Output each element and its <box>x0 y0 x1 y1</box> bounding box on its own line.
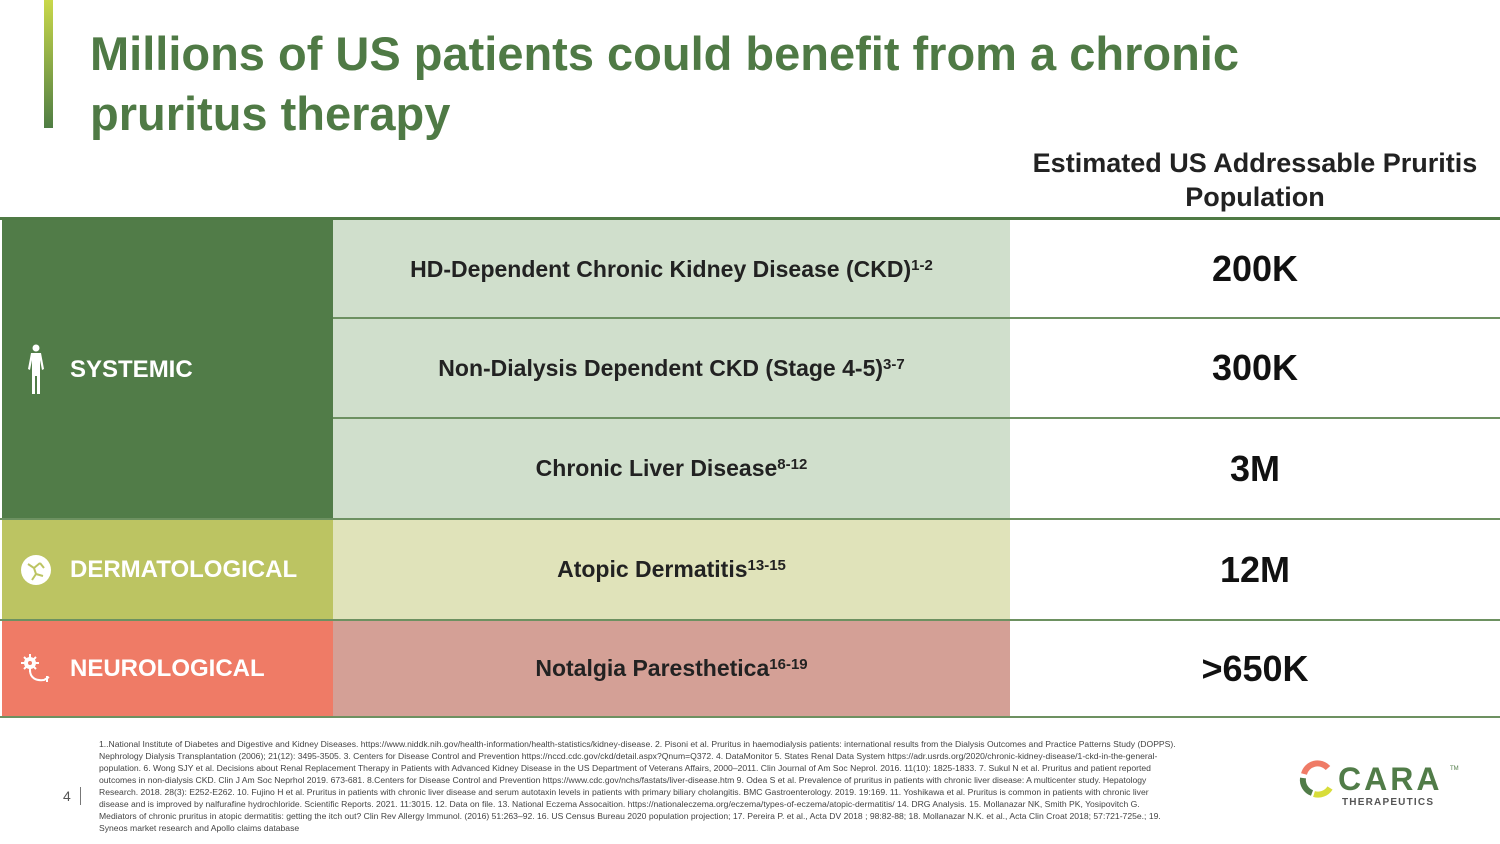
footnote-line: 1..National Institute of Diabetes and Di… <box>99 739 1176 749</box>
category-label: NEUROLOGICAL <box>70 654 265 682</box>
footnote-line: Nephrology Dialysis Transplantation (200… <box>99 751 1158 761</box>
cara-logo: CARA TM THERAPEUTICS <box>1298 760 1468 810</box>
row-divider <box>333 317 1500 319</box>
row-divider <box>0 716 1500 718</box>
footnote-line: disease and is improved by nalfurafine h… <box>99 799 1140 809</box>
category-label: DERMATOLOGICAL <box>70 555 298 583</box>
population-value: 300K <box>1211 347 1299 388</box>
condition-cell: HD-Dependent Chronic Kidney Disease (CKD… <box>333 220 1010 318</box>
title-accent-bar <box>44 0 53 128</box>
logo-wordmark: CARA <box>1338 761 1442 797</box>
footnotes: 1..National Institute of Diabetes and Di… <box>99 738 1289 834</box>
condition-cell: Atopic Dermatitis 13-15 <box>333 519 1010 620</box>
page-title: Millions of US patients could benefit fr… <box>90 27 1239 140</box>
footnote-line: population. 6. Wong SJY et al. Decisions… <box>99 763 1151 773</box>
reference-superscript: 8-12 <box>777 456 808 473</box>
table-top-divider <box>0 217 1500 220</box>
skin-icon <box>2 554 70 586</box>
reference-superscript: 1-2 <box>911 256 933 274</box>
population-value: 3M <box>1229 447 1280 489</box>
category-systemic: SYSTEMIC <box>2 220 333 519</box>
category-neurological: NEUROLOGICAL <box>2 620 333 717</box>
human-figure-icon <box>2 344 70 396</box>
condition-cell: Non-Dialysis Dependent CKD (Stage 4-5) 3-… <box>333 318 1010 418</box>
page-number: 4 <box>63 788 71 804</box>
population-value: 200K <box>1211 248 1299 289</box>
condition-name: Chronic Liver Disease <box>535 455 778 481</box>
reference-superscript: 13-15 <box>747 557 786 574</box>
condition-name: Notalgia Paresthetica <box>535 655 770 681</box>
page-number-divider <box>80 787 81 805</box>
reference-superscript: 3-7 <box>883 355 905 373</box>
reference-superscript: 16-19 <box>769 656 808 673</box>
footnote-line: Research. 2018. 28(3): E252-E262. 10. Fu… <box>99 787 1149 797</box>
neuron-icon <box>2 652 70 686</box>
condition-cell: Chronic Liver Disease 8-12 <box>333 418 1010 519</box>
row-divider <box>333 417 1500 419</box>
footnote-line: outcomes in non-dialysis CKD. Clin J Am … <box>99 775 1147 785</box>
svg-text:TM: TM <box>1450 766 1459 772</box>
footnote-line: Mediators of chronic pruritus in atopic … <box>99 811 1161 821</box>
condition-name: Non-Dialysis Dependent CKD (Stage 4-5) <box>438 354 884 381</box>
category-dermatological: DERMATOLOGICAL <box>2 519 333 620</box>
svg-text:THERAPEUTICS: THERAPEUTICS <box>1342 797 1434 808</box>
row-divider <box>0 619 1500 621</box>
condition-name: HD-Dependent Chronic Kidney Disease (CKD… <box>410 255 912 282</box>
condition-cell: Notalgia Paresthetica 16-19 <box>333 620 1010 717</box>
category-label: SYSTEMIC <box>70 355 193 383</box>
population-value: 12M <box>1219 548 1291 590</box>
column-header: Estimated US Addressable Pruritis Popula… <box>1032 148 1478 212</box>
condition-name: Atopic Dermatitis <box>557 556 748 582</box>
population-value: >650K <box>1201 647 1309 689</box>
footnote-line: Syneos market research and Apollo claims… <box>99 823 300 833</box>
row-divider <box>0 518 1500 520</box>
